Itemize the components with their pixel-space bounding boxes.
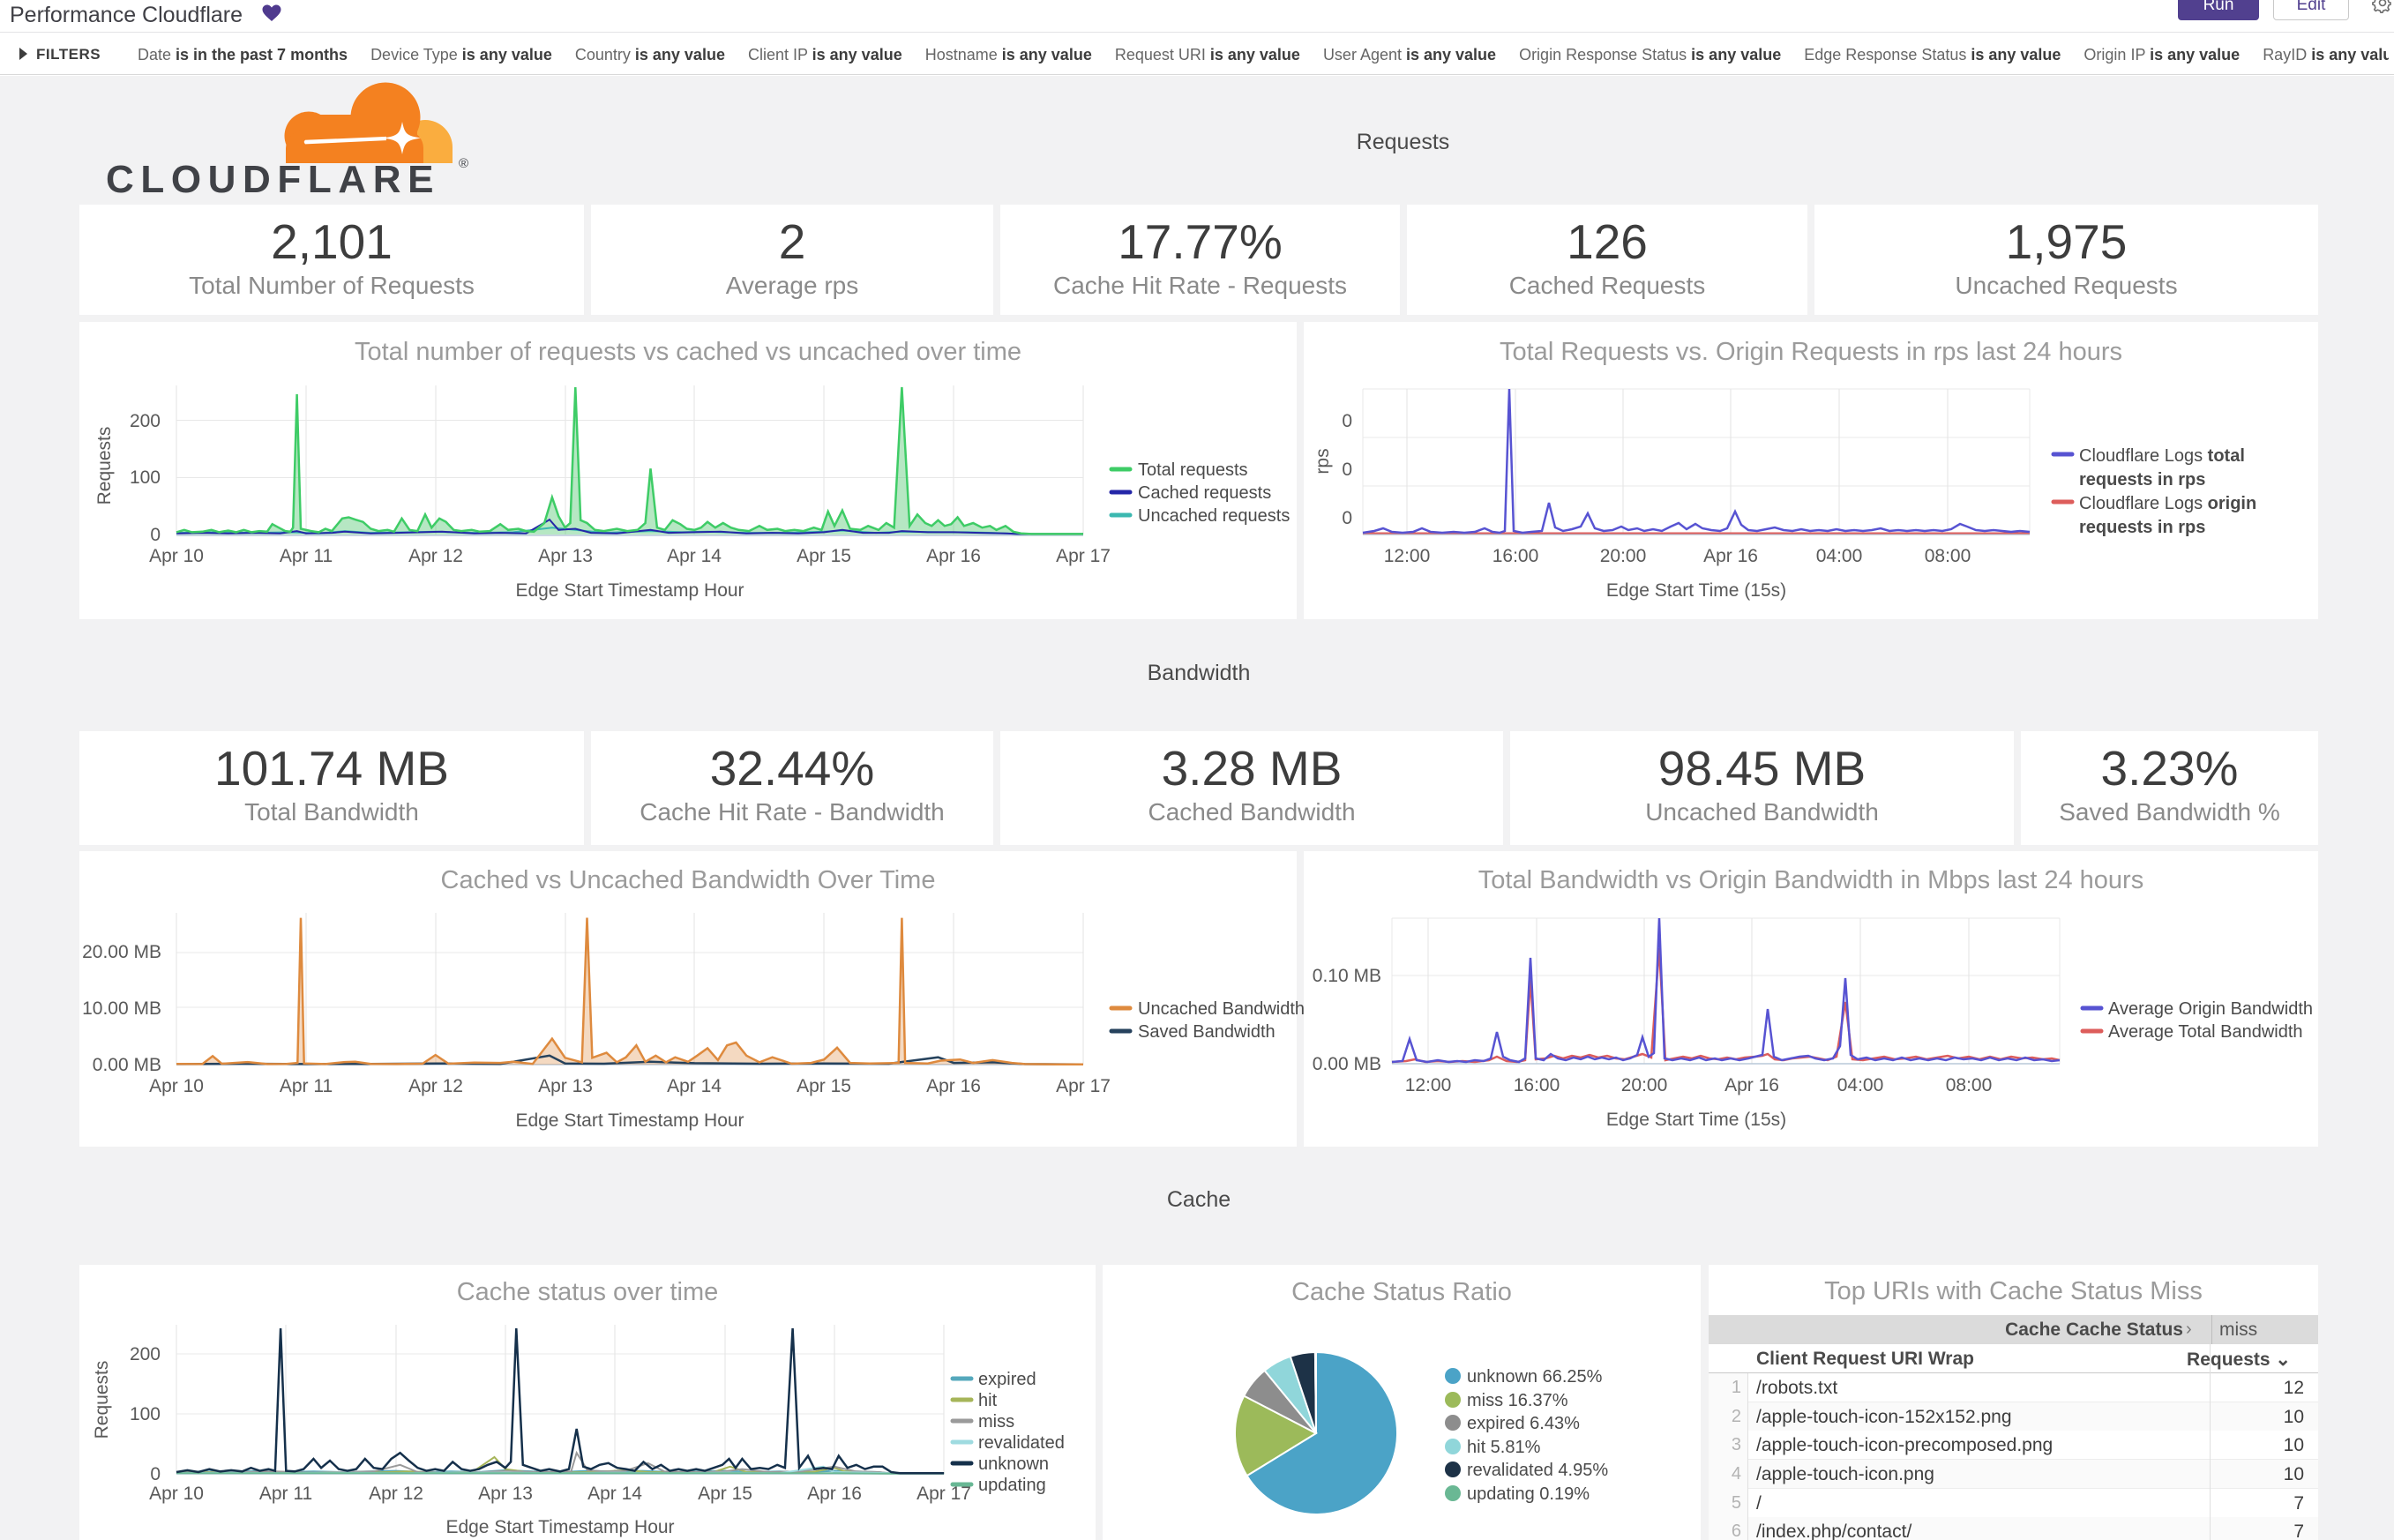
svg-text:unknown: unknown [978, 1454, 1049, 1474]
svg-text:Total requests: Total requests [1138, 460, 1248, 480]
svg-text:CLOUDFLARE: CLOUDFLARE [106, 158, 440, 201]
svg-text:expired 6.43%: expired 6.43% [1467, 1414, 1580, 1433]
svg-text:Requests: Requests [94, 427, 115, 505]
svg-text:200: 200 [130, 411, 161, 431]
svg-text:08:00: 08:00 [1925, 546, 1971, 566]
svg-text:hit 5.81%: hit 5.81% [1467, 1438, 1541, 1457]
svg-text:100: 100 [130, 467, 161, 488]
svg-text:miss 16.37%: miss 16.37% [1467, 1391, 1568, 1410]
svg-text:Apr 14: Apr 14 [667, 1076, 722, 1096]
svg-text:Cloudflare Logs origin: Cloudflare Logs origin [2079, 494, 2256, 513]
svg-text:Apr 17: Apr 17 [916, 1484, 971, 1504]
svg-text:08:00: 08:00 [1946, 1075, 1993, 1095]
svg-text:100: 100 [130, 1404, 161, 1424]
svg-text:Edge Start Timestamp Hour: Edge Start Timestamp Hour [515, 1110, 744, 1131]
svg-text:revalidated: revalidated [978, 1433, 1065, 1453]
svg-text:Apr 10: Apr 10 [149, 1484, 204, 1504]
svg-text:Apr 16: Apr 16 [926, 546, 981, 566]
svg-text:Total number of requests vs ca: Total number of requests vs cached vs un… [355, 338, 1021, 366]
svg-text:0: 0 [150, 525, 161, 545]
svg-text:requests in rps: requests in rps [2079, 518, 2205, 537]
svg-text:Apr 13: Apr 13 [538, 546, 593, 566]
svg-text:Uncached requests: Uncached requests [1138, 506, 1290, 526]
svg-text:Total Requests vs. Origin Requ: Total Requests vs. Origin Requests in rp… [1500, 338, 2122, 366]
svg-text:Apr 11: Apr 11 [280, 546, 333, 566]
svg-text:0: 0 [150, 1464, 161, 1484]
svg-text:Apr 14: Apr 14 [587, 1484, 642, 1504]
svg-text:Average Total Bandwidth: Average Total Bandwidth [2108, 1022, 2303, 1042]
svg-text:Cached vs Uncached Bandwidth O: Cached vs Uncached Bandwidth Over Time [441, 866, 936, 894]
svg-text:20:00: 20:00 [1621, 1075, 1668, 1095]
svg-text:updating: updating [978, 1476, 1046, 1495]
svg-text:Cloudflare Logs total: Cloudflare Logs total [2079, 446, 2245, 466]
svg-text:Average Origin Bandwidth: Average Origin Bandwidth [2108, 999, 2313, 1019]
svg-text:Cached requests: Cached requests [1138, 483, 1271, 503]
svg-text:20:00: 20:00 [1600, 546, 1647, 566]
svg-text:®: ® [459, 156, 468, 171]
svg-text:10.00 MB: 10.00 MB [82, 998, 161, 1019]
svg-text:20.00 MB: 20.00 MB [82, 942, 161, 962]
svg-text:Apr 16: Apr 16 [807, 1484, 862, 1504]
svg-text:0: 0 [1342, 411, 1352, 431]
svg-text:Requests: Requests [92, 1361, 112, 1439]
svg-text:Apr 16: Apr 16 [1703, 546, 1758, 566]
svg-text:0: 0 [1342, 508, 1352, 528]
svg-text:Apr 16: Apr 16 [1724, 1075, 1779, 1095]
svg-text:Apr 15: Apr 15 [698, 1484, 752, 1504]
svg-text:Cache Status Ratio: Cache Status Ratio [1291, 1278, 1512, 1306]
svg-text:updating 0.19%: updating 0.19% [1467, 1484, 1590, 1504]
svg-text:revalidated 4.95%: revalidated 4.95% [1467, 1461, 1608, 1480]
svg-text:hit: hit [978, 1391, 998, 1410]
svg-text:Apr 12: Apr 12 [408, 1076, 463, 1096]
svg-text:12:00: 12:00 [1405, 1075, 1452, 1095]
svg-text:Edge Start Timestamp Hour: Edge Start Timestamp Hour [445, 1517, 674, 1537]
svg-text:rps: rps [1313, 448, 1333, 474]
svg-text:requests in rps: requests in rps [2079, 470, 2205, 490]
svg-text:Apr 10: Apr 10 [149, 1076, 204, 1096]
svg-text:unknown 66.25%: unknown 66.25% [1467, 1367, 1603, 1387]
svg-text:12:00: 12:00 [1384, 546, 1431, 566]
svg-text:Total Bandwidth vs Origin Band: Total Bandwidth vs Origin Bandwidth in M… [1478, 866, 2143, 894]
svg-text:Saved Bandwidth: Saved Bandwidth [1138, 1022, 1276, 1042]
svg-text:0.00 MB: 0.00 MB [93, 1055, 161, 1075]
svg-text:expired: expired [978, 1370, 1036, 1389]
svg-text:0: 0 [1342, 460, 1352, 480]
svg-text:Apr 14: Apr 14 [667, 546, 722, 566]
svg-text:Cache status over time: Cache status over time [457, 1278, 719, 1306]
svg-text:Apr 11: Apr 11 [280, 1076, 333, 1096]
svg-text:Apr 16: Apr 16 [926, 1076, 981, 1096]
svg-text:Apr 15: Apr 15 [797, 1076, 851, 1096]
svg-text:16:00: 16:00 [1493, 546, 1539, 566]
svg-text:0.00 MB: 0.00 MB [1313, 1054, 1381, 1074]
svg-text:200: 200 [130, 1344, 161, 1364]
svg-text:Apr 13: Apr 13 [538, 1076, 593, 1096]
svg-text:Edge Start Time (15s): Edge Start Time (15s) [1606, 580, 1786, 601]
svg-text:miss: miss [978, 1412, 1014, 1432]
svg-text:Apr 17: Apr 17 [1056, 1076, 1111, 1096]
svg-text:Apr 13: Apr 13 [478, 1484, 533, 1504]
svg-text:0.10 MB: 0.10 MB [1313, 966, 1381, 986]
svg-text:Apr 15: Apr 15 [797, 546, 851, 566]
svg-text:Uncached Bandwidth: Uncached Bandwidth [1138, 999, 1305, 1019]
svg-text:16:00: 16:00 [1514, 1075, 1560, 1095]
svg-text:Apr 10: Apr 10 [149, 546, 204, 566]
svg-text:Apr 12: Apr 12 [369, 1484, 423, 1504]
svg-text:Edge Start Time (15s): Edge Start Time (15s) [1606, 1110, 1786, 1130]
svg-text:04:00: 04:00 [1837, 1075, 1884, 1095]
svg-text:Apr 17: Apr 17 [1056, 546, 1111, 566]
svg-text:04:00: 04:00 [1816, 546, 1863, 566]
svg-text:Edge Start Timestamp Hour: Edge Start Timestamp Hour [515, 580, 744, 601]
svg-text:Apr 12: Apr 12 [408, 546, 463, 566]
svg-text:Apr 11: Apr 11 [259, 1484, 312, 1504]
